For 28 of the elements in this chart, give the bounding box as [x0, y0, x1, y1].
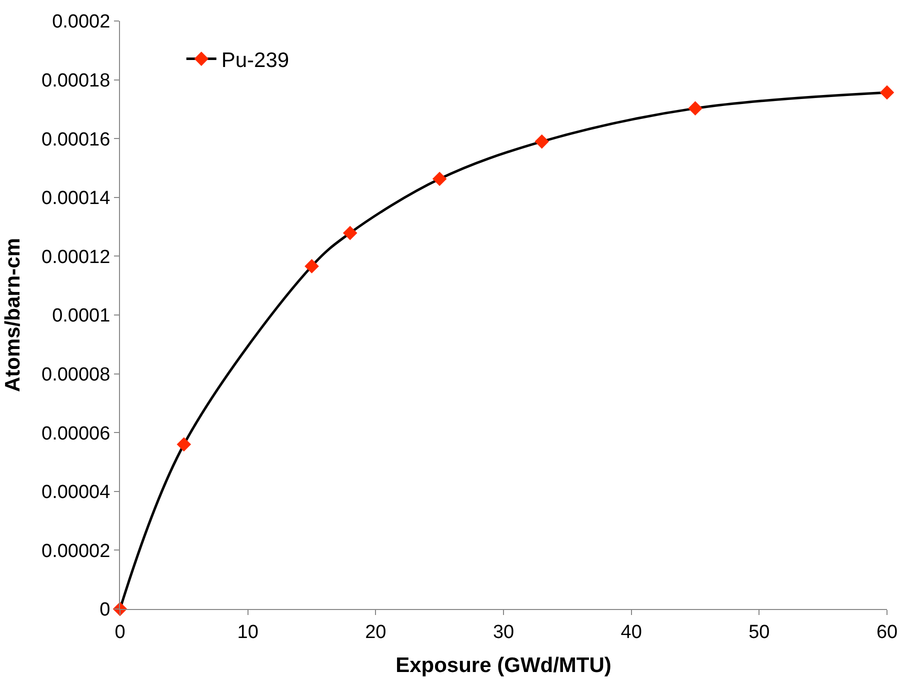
y-tick-label: 0.00016	[42, 129, 110, 150]
y-tick-label: 0.00002	[42, 540, 110, 562]
x-tick-label: 0	[114, 622, 126, 643]
y-tick-label: 0.00008	[42, 364, 110, 386]
y-tick-label: 0.0001	[52, 306, 110, 327]
y-tick-label: 0.00014	[42, 188, 111, 210]
point	[688, 101, 702, 116]
x-tick-label: 20	[365, 622, 386, 643]
x-tick-label: 10	[237, 622, 258, 643]
y-tick-label: 0.00018	[42, 70, 110, 92]
y-tick-label: 0.0002	[52, 12, 110, 33]
point	[342, 226, 358, 240]
x-tick-label: 50	[748, 622, 770, 643]
point	[432, 172, 447, 186]
x-tick-label: 30	[492, 622, 514, 643]
point	[176, 437, 192, 452]
y-axis-title: Atoms/barn-cm	[2, 238, 25, 392]
point	[534, 134, 549, 149]
y-tick-label: 0.00004	[42, 482, 111, 504]
y-tick-label: 0.00006	[42, 423, 110, 444]
x-tick-label: 60	[876, 622, 898, 643]
point	[304, 259, 319, 274]
point	[880, 85, 894, 100]
y-tick-label: 0.00012	[42, 246, 110, 268]
legend-label: Pu-239	[221, 48, 290, 72]
x-axis-title: Exposure (GWd/MTU)	[396, 654, 612, 677]
y-tick-label: 0	[100, 600, 110, 621]
x-tick-label: 40	[620, 622, 642, 643]
